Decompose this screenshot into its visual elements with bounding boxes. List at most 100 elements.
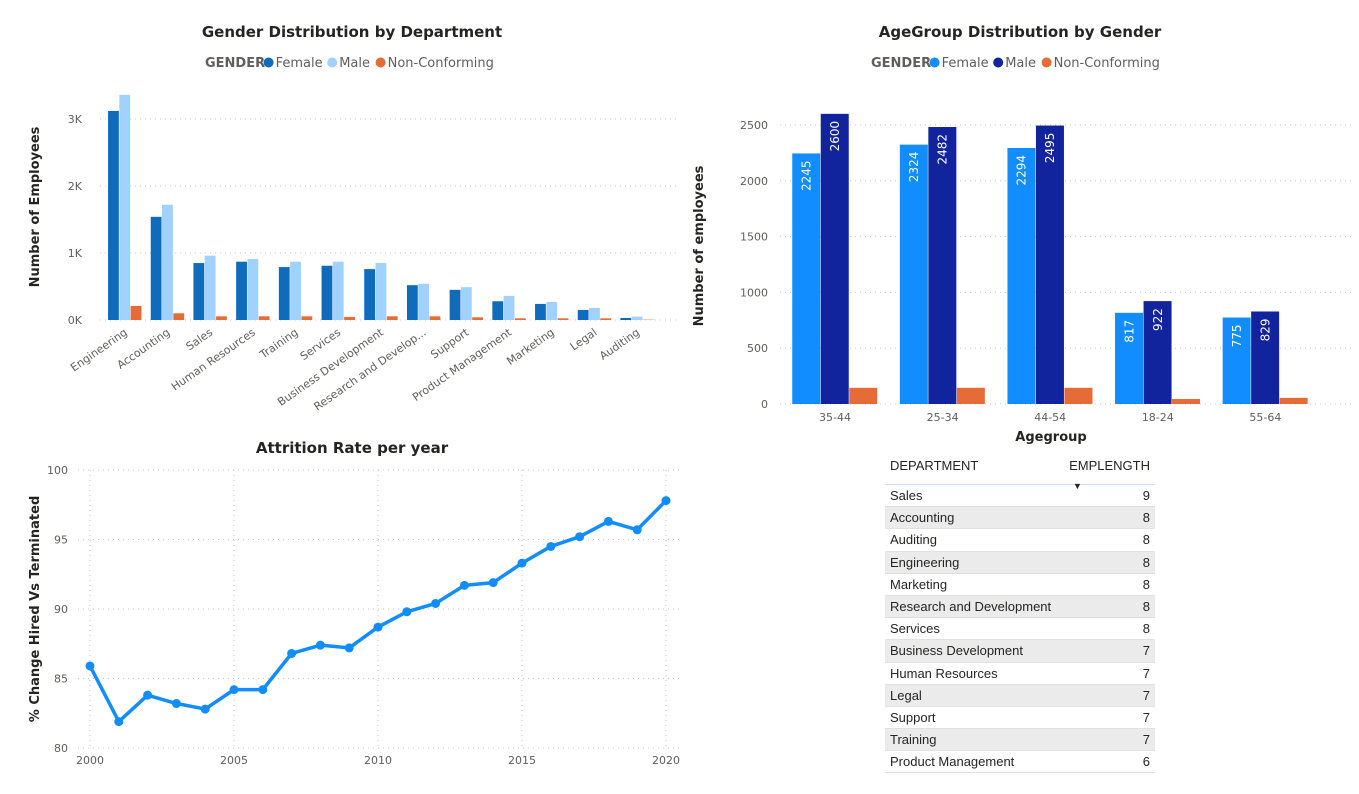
department-emplength-table: DEPARTMENT EMPLENGTH ▼ Sales 9 Accounting 8… (885, 455, 1155, 774)
table-row[interactable]: Services 8 (885, 618, 1155, 641)
bar (1007, 147, 1036, 404)
data-point (575, 532, 585, 542)
table-row[interactable]: Auditing 8 (885, 529, 1155, 552)
x-tick-label: Marketing (504, 326, 556, 368)
y-tick-label: 3K (68, 113, 83, 126)
y-tick-label: 1K (68, 247, 83, 260)
data-point (229, 685, 239, 695)
data-point (603, 516, 613, 526)
x-tick-label: 18-24 (1142, 411, 1174, 424)
table-row[interactable]: Product Management 6 (885, 751, 1155, 774)
x-tick-label: 35-44 (819, 411, 851, 424)
table-row[interactable]: Engineering 8 (885, 551, 1155, 574)
data-point (315, 640, 325, 650)
bar (792, 153, 821, 404)
cell-department: Business Development (890, 643, 1023, 659)
bar (546, 301, 558, 320)
table-row[interactable]: Accounting 8 (885, 507, 1155, 530)
bar (899, 144, 928, 404)
cell-department: Training (890, 732, 937, 748)
table-row[interactable]: Human Resources 7 (885, 663, 1155, 685)
bar (472, 317, 484, 320)
cell-emplength: 7 (1142, 643, 1150, 659)
bar (449, 289, 461, 320)
bar (620, 317, 632, 320)
bar (503, 295, 515, 320)
cell-department: Engineering (890, 554, 960, 570)
table-row[interactable]: Research and Development 8 (885, 595, 1155, 619)
table-row[interactable]: Marketing 8 (885, 574, 1155, 596)
data-point (431, 598, 441, 608)
cell-emplength: 8 (1142, 598, 1150, 614)
bar (247, 259, 259, 320)
table-row[interactable]: Training 7 (885, 729, 1155, 752)
data-point (200, 704, 210, 714)
bar (492, 301, 504, 320)
bar (849, 387, 878, 404)
x-tick-label: 2005 (220, 754, 248, 767)
cell-department: Research and Development (890, 598, 1052, 614)
cell-department: Support (890, 709, 936, 725)
table-row[interactable]: Support 7 (885, 707, 1155, 730)
legend-title: GENDER (871, 56, 931, 71)
bar (108, 110, 119, 321)
bar (418, 283, 430, 320)
x-tick-label: Sales (184, 326, 216, 354)
bar (577, 309, 589, 320)
y-tick-label: 2500 (740, 119, 768, 132)
cell-department: Legal (890, 687, 922, 703)
bar (258, 316, 270, 320)
y-tick-label: 0 (761, 398, 768, 411)
x-tick-label: Legal (568, 326, 600, 354)
table-row[interactable]: Business Development 7 (885, 640, 1155, 663)
bar (1279, 397, 1308, 404)
column-header-emplength[interactable]: EMPLENGTH (1069, 458, 1150, 473)
data-label: 2600 (828, 121, 842, 152)
table-row[interactable]: Legal 7 (885, 684, 1155, 707)
bar (173, 313, 185, 320)
bar (193, 263, 205, 320)
bar (1251, 311, 1280, 404)
data-point (373, 622, 383, 632)
bar (1115, 312, 1144, 404)
legend-item: Non-Conforming (1054, 56, 1160, 71)
data-label: 2294 (1015, 155, 1029, 186)
legend-marker-icon (929, 57, 940, 68)
legend-item: Male (1005, 56, 1036, 71)
legend-item: Non-Conforming (388, 56, 494, 71)
cell-emplength: 7 (1142, 687, 1150, 703)
data-label: 775 (1230, 325, 1244, 348)
bar (820, 113, 849, 404)
data-label: 817 (1122, 320, 1136, 343)
bar (216, 316, 227, 320)
y-tick-label: 500 (747, 342, 768, 355)
x-tick-label: 55-64 (1249, 411, 1281, 424)
column-header-department[interactable]: DEPARTMENT (890, 458, 979, 473)
sort-descending-icon[interactable]: ▼ (1073, 481, 1082, 491)
data-point (85, 661, 95, 671)
bar (321, 265, 333, 320)
legend-marker-icon (1041, 57, 1052, 68)
cell-emplength: 8 (1142, 532, 1150, 548)
data-point (517, 558, 527, 568)
y-axis-label: Number of Employees (28, 126, 43, 287)
bar (928, 127, 957, 405)
bar (956, 387, 985, 404)
data-label: 2245 (800, 160, 814, 191)
data-point (258, 685, 268, 695)
x-tick-label: Training (257, 326, 301, 362)
cell-emplength: 8 (1142, 576, 1150, 592)
chart-title: AgeGroup Distribution by Gender (879, 23, 1162, 41)
bar (290, 261, 301, 320)
table-row[interactable]: Sales 9 (885, 485, 1155, 508)
data-point (661, 496, 671, 506)
bar (162, 204, 173, 320)
x-axis-label: Agegroup (1015, 430, 1086, 445)
bar (589, 307, 600, 320)
x-tick-label: Auditing (597, 326, 642, 363)
data-label: 2324 (907, 152, 921, 183)
bar (1035, 125, 1064, 405)
legend-marker-icon (375, 57, 386, 68)
cell-emplength: 7 (1142, 709, 1150, 725)
